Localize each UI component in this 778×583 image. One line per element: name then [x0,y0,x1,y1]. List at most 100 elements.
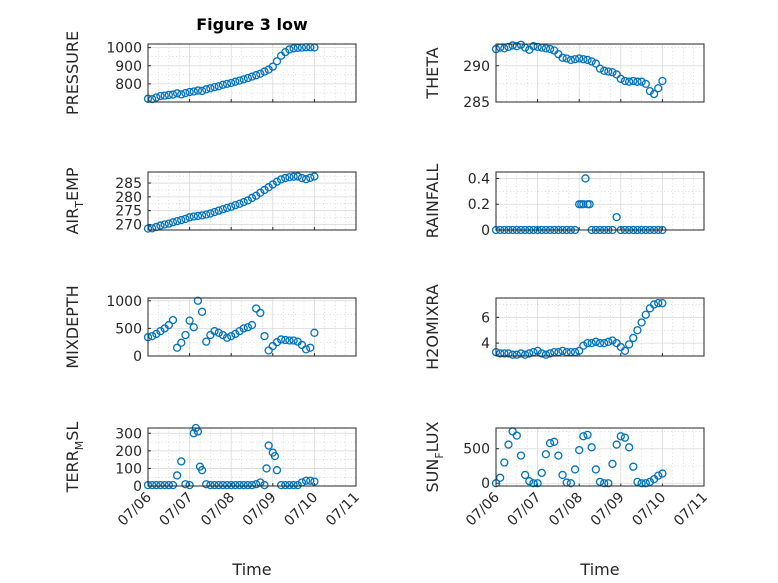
x-axis-label: Time [579,560,619,579]
data-point [583,430,592,440]
axes-box [147,43,357,103]
y-tick-label: 1000 [106,294,142,310]
data-point [227,480,236,490]
data-point [270,451,280,461]
data-point [583,338,592,348]
data-point [654,299,663,308]
data-point [181,330,190,340]
data-point [235,480,244,490]
data-point [160,91,169,100]
data-point [525,477,534,486]
data-point [247,72,257,81]
y-tick-label: 0 [481,223,490,239]
data-point [289,172,298,181]
data-point [260,67,269,76]
y-axis-label: SUNFLUX [423,421,446,492]
x-tick-label: 07/11 [323,490,363,530]
axes-box [495,171,705,231]
data-point [185,316,194,325]
y-tick-label: 800 [115,77,142,93]
data-point [624,443,634,452]
x-tick-label: 07/06 [463,489,503,529]
data-point [152,329,161,339]
data-point [214,328,223,337]
data-point [281,335,290,345]
data-point [533,346,542,355]
data-point [164,480,173,490]
data-point [654,471,663,480]
data-point [281,480,290,490]
y-axis-label: RAINFALL [423,164,442,239]
y-tick-label: 290 [463,59,490,75]
axes-box [147,171,357,231]
data-point [193,211,203,221]
data-point [579,200,588,209]
data-point [172,89,182,98]
data-point [247,480,257,490]
y-tick-label: 1000 [106,41,142,57]
data-point [210,207,219,217]
data-point [160,220,169,229]
data-point [177,457,186,466]
data-point [177,338,186,347]
data-point [276,175,286,184]
data-point [231,77,240,86]
data-point [587,338,596,348]
data-point [260,331,269,341]
data-point [566,55,576,65]
y-tick-label: 0 [481,476,490,492]
data-point [562,54,571,63]
data-point [239,480,248,490]
data-point [227,78,236,88]
data-point [533,479,542,488]
data-point [239,324,248,333]
data-point [281,48,290,57]
data-point [649,89,659,99]
data-point [496,473,505,482]
data-point [575,445,584,455]
data-point [520,350,530,359]
data-point [595,64,605,73]
data-point [189,323,198,332]
data-point [281,173,290,183]
data-point [231,480,240,490]
y-tick-label: 275 [115,204,142,220]
y-tick-label: 0 [133,479,142,495]
data-point [148,224,157,233]
x-tick-label: 07/06 [115,489,155,529]
data-point [645,477,655,487]
data-point [500,458,509,467]
data-point [260,185,269,195]
data-point [177,90,186,99]
data-point [210,82,219,92]
y-tick-label: 4 [481,336,490,352]
data-point [629,76,638,86]
data-point [612,440,621,449]
data-point [537,468,546,478]
data-point [185,480,194,490]
axes-box [495,297,705,357]
y-tick-label: 200 [115,444,142,460]
data-point [633,77,642,86]
data-point [193,86,203,95]
subplot-h2omixra: 4 6 H2OMIXRA [423,284,705,370]
subplot-theta: 285 290 THETA [423,40,705,111]
data-point [218,330,228,340]
data-point [306,173,315,182]
data-point [570,465,580,474]
subplot-mixdepth: 0 500 1000 MIXDEPTH [63,285,357,369]
data-point [629,333,638,343]
data-point [197,307,207,316]
data-point [554,451,563,460]
data-point [624,77,634,86]
x-tick-label: 07/07 [505,490,545,530]
data-point [168,315,178,325]
data-point [500,44,509,53]
y-axis-label: AIRTEMP [63,167,86,234]
data-point [585,200,594,209]
x-tick-label: 07/10 [629,490,669,530]
data-point [545,349,555,358]
data-point [202,337,211,346]
x-axis-label: Time [231,560,271,579]
data-point [252,304,261,313]
